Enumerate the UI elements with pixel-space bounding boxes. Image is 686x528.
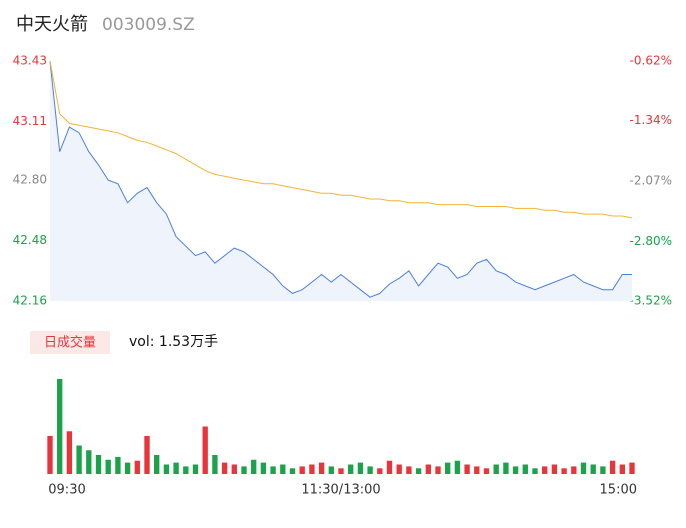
volume-bar (512, 466, 519, 474)
y2-tick-label: -3.52% (630, 294, 672, 308)
volume-bar (163, 464, 170, 474)
stock-code: 003009.SZ (102, 15, 195, 35)
volume-bar (571, 466, 577, 474)
volume-bar (386, 460, 393, 474)
y2-tick-label: -1.34% (630, 113, 672, 127)
x-tick-label: 11:30/13:00 (301, 483, 380, 498)
volume-bar (454, 460, 461, 474)
y2-tick-label: -2.07% (630, 174, 672, 188)
y-tick-label: 43.11 (13, 114, 47, 128)
legend-label: 日成交量 (44, 335, 96, 351)
volume-bar (289, 468, 296, 474)
volume-bar (124, 462, 131, 474)
price-area (50, 61, 632, 301)
volume-bar (318, 462, 325, 474)
volume-bar (348, 464, 354, 474)
volume-bar (183, 466, 189, 474)
volume-bar (377, 468, 383, 474)
volume-bar (396, 464, 402, 474)
legend-box (30, 331, 110, 354)
volume-bar (270, 466, 276, 474)
volume-bar (600, 466, 606, 474)
volume-bar (76, 445, 82, 474)
volume-bar (474, 466, 480, 474)
volume-bar (609, 460, 616, 474)
volume-bar (464, 464, 470, 474)
volume-bar (192, 464, 199, 474)
y-tick-label: 42.16 (13, 294, 47, 308)
volume-bar (561, 468, 567, 474)
volume-bar (202, 426, 208, 474)
volume-bar (551, 464, 558, 474)
volume-bar (619, 464, 625, 474)
y2-tick-label: -0.62% (630, 54, 672, 68)
volume-bar (66, 431, 73, 474)
volume-bar (47, 436, 53, 474)
y2-tick-label: -2.80% (630, 234, 672, 248)
volume-bar (280, 464, 286, 474)
volume-bar (532, 468, 538, 474)
volume-bar (425, 464, 431, 474)
volume-bar (115, 456, 121, 474)
series-line (49, 60, 632, 298)
volume-bar (231, 464, 237, 474)
volume-bar (212, 455, 218, 474)
series-line (49, 60, 633, 219)
volume-bar (251, 459, 257, 474)
volume-bar (338, 468, 344, 474)
volume-bar (435, 466, 441, 474)
volume-bar (134, 460, 140, 474)
volume-bar (590, 464, 596, 474)
volume-bar (522, 464, 528, 474)
y-tick-label: 43.43 (13, 54, 47, 68)
volume-bar (580, 462, 587, 474)
x-tick-label: 09:30 (48, 483, 85, 498)
volume-bar (57, 379, 63, 474)
volume-bar (144, 436, 150, 474)
volume-bar (542, 466, 548, 474)
volume-bar (493, 464, 499, 474)
volume-bar (445, 462, 451, 474)
volume-bar (309, 464, 315, 474)
volume-bar (299, 466, 305, 474)
volume-bar (357, 462, 364, 474)
volume-bar (105, 459, 111, 474)
volume-bar (483, 468, 490, 474)
volume-label: vol: 1.53万手 (129, 334, 218, 350)
volume-bar (154, 455, 160, 474)
x-tick-label: 15:00 (600, 483, 637, 498)
volume-bar (221, 462, 228, 474)
y-tick-label: 42.48 (13, 233, 47, 247)
volume-bar (328, 466, 334, 474)
volume-bar (86, 450, 92, 474)
volume-bar (415, 468, 422, 474)
volume-bar (95, 455, 102, 474)
y-tick-label: 42.80 (13, 173, 47, 187)
volume-bar (173, 462, 179, 474)
stock-name: 中天火箭 (16, 14, 88, 35)
volume-bar (241, 466, 247, 474)
volume-bar (406, 466, 412, 474)
volume-bar (629, 462, 635, 474)
volume-bar (503, 462, 509, 474)
volume-bar (367, 466, 373, 474)
volume-bar (260, 462, 267, 474)
